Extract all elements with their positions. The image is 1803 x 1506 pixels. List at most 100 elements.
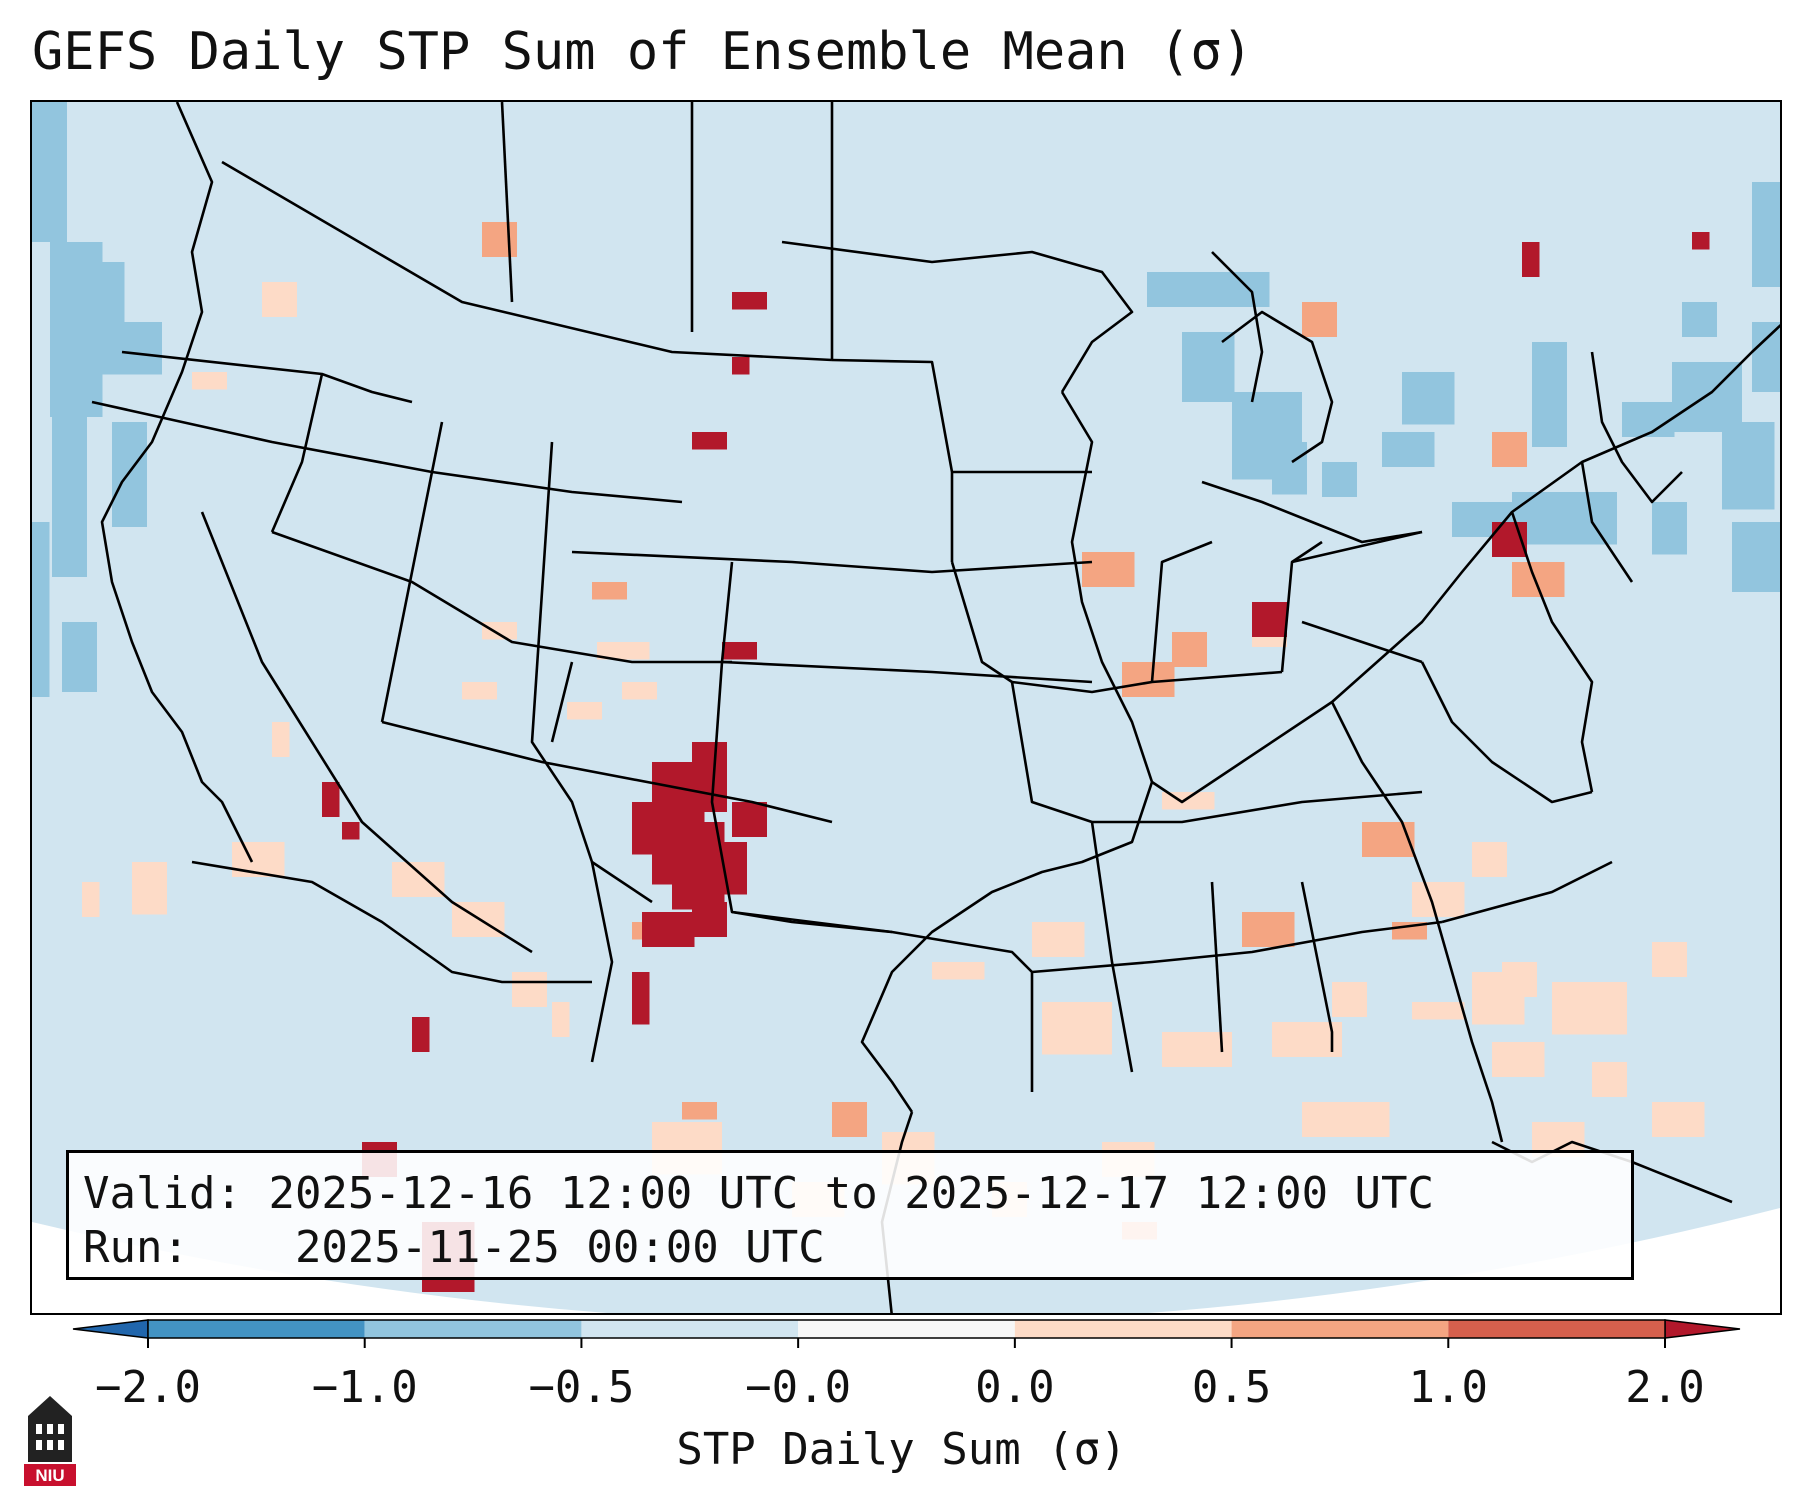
border-line xyxy=(530,441,653,904)
negative-anomaly-cell xyxy=(1322,462,1357,497)
colorbar xyxy=(72,1319,1741,1348)
border-line xyxy=(380,421,444,723)
strong-positive-anomaly-cell xyxy=(692,432,727,450)
weak-positive-anomaly-cell xyxy=(392,862,445,897)
weak-positive-anomaly-cell xyxy=(1502,962,1537,997)
weak-positive-anomaly-cell xyxy=(192,372,227,390)
run-label: Run: xyxy=(83,1222,189,1273)
negative-anomaly-cell xyxy=(1752,182,1780,287)
moderate-positive-anomaly-cell xyxy=(1512,562,1565,597)
weak-positive-anomaly-cell xyxy=(1032,922,1085,957)
strong-positive-anomaly-cell xyxy=(632,802,667,855)
negative-anomaly-cell xyxy=(32,102,67,242)
strong-positive-anomaly-cell xyxy=(412,1017,430,1052)
colorbar-bin xyxy=(1231,1320,1449,1338)
border-line xyxy=(381,720,833,824)
weak-positive-anomaly-cell xyxy=(597,642,650,660)
border-line xyxy=(1441,860,1613,924)
strong-positive-anomaly-cell xyxy=(1692,232,1710,250)
negative-anomaly-cell xyxy=(72,262,125,332)
colorbar-bin xyxy=(148,1320,365,1338)
valid-label: Valid: xyxy=(83,1168,242,1219)
border-line xyxy=(590,861,614,1063)
colorbar-tick-label: −2.0 xyxy=(95,1362,201,1413)
strong-positive-anomaly-cell xyxy=(342,822,360,840)
weak-positive-anomaly-cell xyxy=(1472,842,1507,877)
border-line xyxy=(1420,661,1593,804)
border-line xyxy=(1211,251,1264,403)
weak-positive-anomaly-cell xyxy=(1492,1042,1545,1077)
run-time: 2025-11-25 00:00 UTC xyxy=(294,1222,825,1273)
border-line xyxy=(571,550,1093,574)
weak-positive-anomaly-cell xyxy=(1592,982,1627,1035)
colorbar-bin xyxy=(1448,1320,1665,1338)
weak-positive-anomaly-cell xyxy=(82,882,100,917)
valid-time-range: 2025-12-16 12:00 UTC to 2025-12-17 12:00… xyxy=(268,1168,1435,1219)
weak-positive-anomaly-cell xyxy=(567,702,602,720)
colorbar-bin xyxy=(364,1320,582,1338)
weak-positive-anomaly-cell xyxy=(262,282,297,317)
weak-positive-anomaly-cell xyxy=(132,862,167,915)
moderate-positive-anomaly-cell xyxy=(832,1102,867,1137)
border-line xyxy=(1590,351,1683,504)
border-line xyxy=(1291,530,1423,564)
colorbar-tick-label: 0.0 xyxy=(975,1362,1055,1413)
strong-positive-anomaly-cell xyxy=(722,642,757,660)
svg-text:NIU: NIU xyxy=(35,1466,64,1485)
moderate-positive-anomaly-cell xyxy=(1172,632,1207,667)
colorbar-tick-label: −1.0 xyxy=(311,1362,418,1413)
moderate-positive-anomaly-cell xyxy=(1492,432,1527,467)
colorbar-label: STP Daily Sum (σ) xyxy=(676,1424,1127,1475)
weak-positive-anomaly-cell xyxy=(272,722,290,757)
negative-anomaly-cell xyxy=(1732,522,1780,592)
colorbar-bin xyxy=(798,1320,1015,1338)
border-line xyxy=(1011,670,1283,694)
moderate-positive-anomaly-cell xyxy=(1082,552,1135,587)
border-line xyxy=(710,561,893,934)
border-line xyxy=(1301,620,1423,664)
strong-positive-anomaly-cell xyxy=(732,802,767,837)
negative-anomaly-cell xyxy=(1752,322,1780,392)
border-line xyxy=(1090,821,1134,1073)
weak-positive-anomaly-cell xyxy=(462,682,497,700)
weak-positive-anomaly-cell xyxy=(1652,1102,1705,1137)
chart-title: GEFS Daily STP Sum of Ensemble Mean (σ) xyxy=(32,22,1253,82)
border-line xyxy=(1092,790,1423,824)
weak-positive-anomaly-cell xyxy=(1652,942,1687,977)
strong-positive-anomaly-cell xyxy=(632,972,650,1025)
weak-positive-anomaly-cell xyxy=(1412,1002,1465,1020)
border-line xyxy=(721,660,1093,684)
border-line xyxy=(1510,511,1594,793)
political-borders xyxy=(91,102,1780,1313)
strong-positive-anomaly-cell xyxy=(692,742,727,812)
strong-positive-anomaly-cell xyxy=(732,292,767,310)
weak-positive-anomaly-cell xyxy=(552,1002,570,1037)
weak-positive-anomaly-cell xyxy=(1332,982,1367,1017)
border-line xyxy=(271,530,732,664)
colorbar-tick-label: 2.0 xyxy=(1625,1362,1705,1413)
map-panel xyxy=(30,100,1782,1315)
negative-anomaly-cell xyxy=(1722,422,1775,510)
negative-anomaly-cell xyxy=(1652,502,1687,555)
border-line xyxy=(1330,701,1504,1143)
strong-positive-anomaly-cell xyxy=(642,912,695,947)
border-line xyxy=(200,511,533,954)
negative-anomaly-cells xyxy=(32,102,1780,697)
weak-positive-anomaly-cell xyxy=(1592,1062,1627,1097)
border-line xyxy=(831,358,954,562)
moderate-positive-anomaly-cell xyxy=(1362,822,1415,857)
border-line xyxy=(1151,323,1780,804)
negative-anomaly-cell xyxy=(1682,302,1717,337)
border-line xyxy=(1150,540,1213,683)
border-line xyxy=(500,102,514,303)
strong-positive-anomaly-cell xyxy=(322,782,340,817)
colorbar-tick-label: −0.5 xyxy=(528,1362,635,1413)
negative-anomaly-cell xyxy=(112,422,147,527)
border-line xyxy=(1201,480,1423,544)
colorbar-bin xyxy=(581,1320,799,1338)
strong-positive-anomaly-cell xyxy=(692,902,727,937)
border-line xyxy=(550,661,574,743)
colorbar-tick-label: 0.5 xyxy=(1191,1362,1272,1413)
weak-positive-anomaly-cell xyxy=(622,682,657,700)
border-line xyxy=(121,350,413,404)
